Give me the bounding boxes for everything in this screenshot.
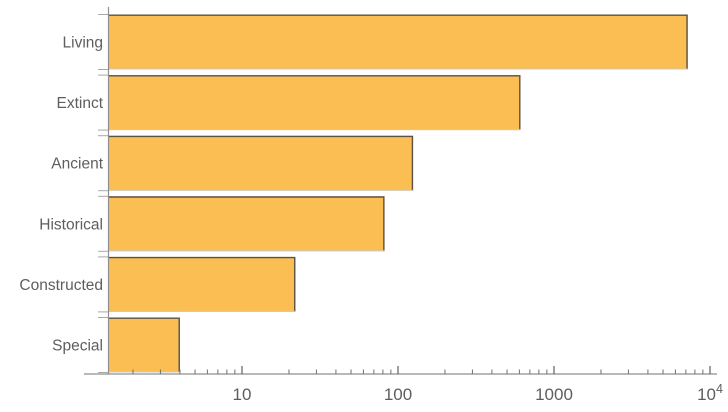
x-tick-label: 100: [384, 385, 412, 404]
bar-edge-dark: [108, 135, 414, 191]
category-label: Living: [63, 35, 104, 52]
bar-edge-dark: [108, 317, 180, 373]
category-label: Historical: [39, 216, 103, 233]
x-tick-label: 1000: [535, 385, 573, 404]
bar-living: [108, 14, 688, 70]
category-label: Extinct: [56, 95, 103, 112]
bar-special: [108, 317, 180, 373]
bar-edge-dark: [108, 75, 521, 131]
bar-constructed: [108, 256, 296, 312]
bar-ancient: [108, 135, 414, 191]
bar-extinct: [108, 75, 521, 131]
category-label: Ancient: [51, 156, 103, 173]
x-tick-label: 10: [233, 385, 252, 404]
x-tick-label: 104: [697, 382, 723, 404]
category-label: Constructed: [19, 277, 103, 294]
category-label: Special: [52, 338, 103, 355]
bar-edge-dark: [108, 14, 688, 70]
bar-edge-dark: [108, 256, 296, 312]
bar-historical: [108, 196, 385, 252]
bar-edge-dark: [108, 196, 385, 252]
